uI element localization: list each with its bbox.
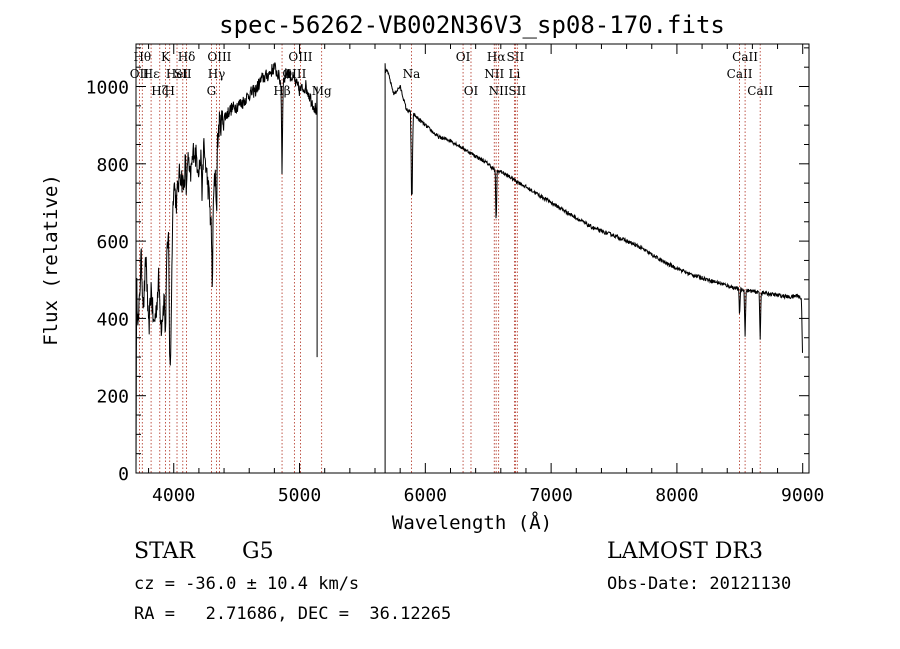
- x-tick-label: 9000: [781, 485, 824, 506]
- line-marker-label: SII: [507, 50, 525, 64]
- object-class: STAR: [134, 539, 195, 564]
- y-axis-ticks: 0 200 400 600 800 1000: [86, 47, 809, 485]
- line-marker-label: Hβ: [273, 84, 290, 98]
- y-axis-label: Flux (relative): [40, 174, 62, 346]
- line-marker-label: G: [207, 84, 217, 98]
- line-marker-label: OIII: [207, 50, 231, 64]
- x-tick-label: 6000: [404, 485, 447, 506]
- line-marker-label: K: [161, 50, 171, 64]
- y-tick-label: 1000: [86, 78, 129, 99]
- line-marker-label: CaII: [747, 84, 773, 98]
- observation-date: Obs-Date: 20121130: [607, 574, 792, 594]
- line-marker-label: HeI: [166, 67, 189, 81]
- y-tick-label: 400: [96, 309, 129, 330]
- line-marker-label: NII: [484, 67, 504, 81]
- plot-frame: [135, 43, 810, 474]
- line-marker-label: OII: [130, 67, 150, 81]
- line-marker-label: SII: [174, 67, 192, 81]
- redshift-velocity: cz = -36.0 ± 10.4 km/s: [134, 574, 360, 594]
- subclass: G5: [242, 539, 274, 564]
- line-marker-label: H: [164, 84, 174, 98]
- sky-coordinates: RA = 2.71686, DEC = 36.12265: [134, 604, 452, 624]
- y-tick-label: 600: [96, 232, 129, 253]
- line-marker-label: Hα: [487, 50, 506, 64]
- line-marker-label: Na: [403, 67, 421, 81]
- line-marker-label: Hε: [143, 67, 160, 81]
- chart-title: spec-56262-VB002N36V3_sp08-170.fits: [219, 11, 725, 39]
- x-axis-ticks: 4000 5000 6000 7000 8000 9000: [148, 44, 824, 506]
- x-tick-label: 4000: [152, 485, 195, 506]
- line-marker-label: SII: [508, 84, 526, 98]
- line-marker-label: Hζ: [151, 84, 168, 98]
- y-tick-label: 0: [118, 464, 129, 485]
- line-marker-label: OI: [464, 84, 479, 98]
- line-marker-label: Li: [508, 67, 520, 81]
- line-marker-label: NII: [489, 84, 509, 98]
- line-markers: HθOIIHεHζKHHeISIIHδGHγOIIIHβOIIIOIIIMgNa…: [130, 44, 773, 473]
- x-tick-label: 5000: [278, 485, 321, 506]
- y-tick-label: 200: [96, 387, 129, 408]
- line-marker-label: OIII: [288, 50, 312, 64]
- line-marker-label: Hγ: [208, 67, 226, 81]
- line-marker-label: OI: [456, 50, 471, 64]
- x-axis-label: Wavelength (Å): [392, 511, 552, 534]
- spectrum-line: [135, 62, 803, 474]
- x-tick-label: 8000: [655, 485, 698, 506]
- x-tick-label: 7000: [529, 485, 572, 506]
- survey-name: LAMOST DR3: [607, 539, 763, 564]
- line-marker-label: Hδ: [178, 50, 196, 64]
- line-marker-label: CaII: [732, 50, 758, 64]
- y-tick-label: 800: [96, 155, 129, 176]
- line-marker-label: Hθ: [133, 50, 151, 64]
- line-marker-label: Mg: [312, 84, 332, 98]
- line-marker-label: CaII: [727, 67, 753, 81]
